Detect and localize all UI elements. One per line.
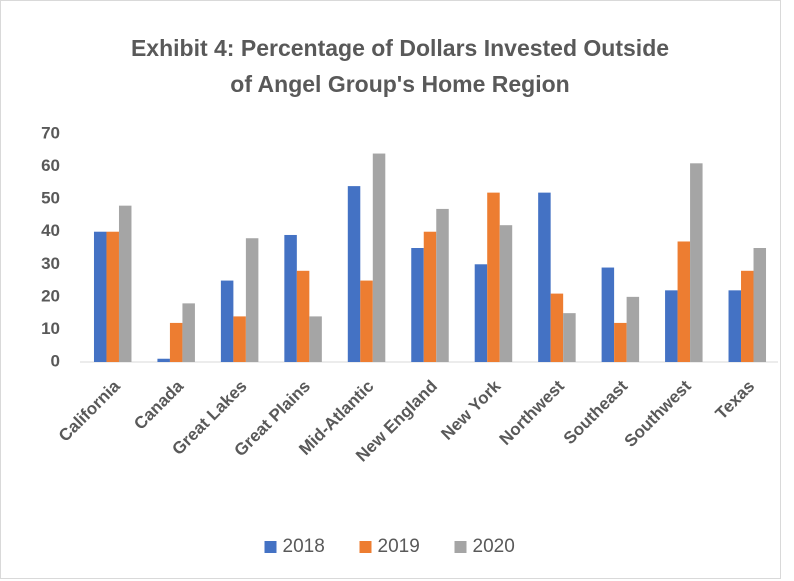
y-tick-label: 30	[41, 254, 60, 273]
bar	[157, 358, 170, 362]
bar	[550, 293, 564, 362]
bar	[614, 322, 627, 362]
bar	[220, 280, 234, 362]
bar	[601, 267, 615, 362]
bar	[182, 303, 195, 362]
x-tick-label: California	[55, 376, 124, 445]
y-tick-label: 20	[41, 286, 60, 305]
bar	[309, 316, 322, 362]
x-tick-label: Canada	[130, 376, 187, 433]
x-tick-label: Texas	[712, 377, 759, 424]
bar	[626, 296, 640, 362]
bar	[728, 290, 742, 362]
bar	[296, 270, 310, 362]
bar	[245, 238, 259, 362]
bar	[360, 280, 373, 362]
legend-label: 2020	[473, 536, 515, 557]
bar	[474, 264, 488, 362]
legend-swatch	[454, 541, 467, 553]
bar	[347, 186, 361, 362]
x-tick-label: Northwest	[496, 376, 568, 448]
bar	[93, 231, 107, 362]
legend-label: 2018	[283, 536, 325, 557]
bar	[487, 192, 500, 362]
y-tick-label: 60	[41, 156, 60, 175]
y-tick-label: 50	[41, 189, 60, 208]
bar	[118, 205, 132, 362]
x-tick-label: New York	[437, 376, 504, 443]
bar	[563, 313, 576, 362]
bar	[372, 153, 386, 362]
bar	[741, 270, 754, 362]
bar	[423, 231, 437, 362]
chart-title: Exhibit 4: Percentage of Dollars Investe…	[130, 35, 670, 97]
bar	[753, 248, 767, 362]
bar	[436, 208, 449, 362]
bar	[233, 316, 246, 362]
legend-swatch	[359, 541, 372, 553]
bar	[284, 234, 297, 362]
y-tick-label: 70	[41, 123, 60, 142]
bar	[665, 290, 678, 362]
x-tick-label: Southwest	[621, 376, 695, 450]
bar	[499, 225, 513, 362]
bar	[677, 241, 691, 362]
bar	[106, 231, 119, 362]
bar	[169, 322, 183, 362]
legend-swatch	[264, 541, 277, 553]
bar	[690, 163, 703, 362]
bar	[411, 248, 424, 362]
y-tick-label: 40	[41, 221, 60, 240]
legend-label: 2019	[378, 536, 420, 557]
bar	[538, 192, 551, 362]
y-tick-label: 0	[51, 351, 60, 370]
y-tick-label: 10	[41, 319, 60, 338]
